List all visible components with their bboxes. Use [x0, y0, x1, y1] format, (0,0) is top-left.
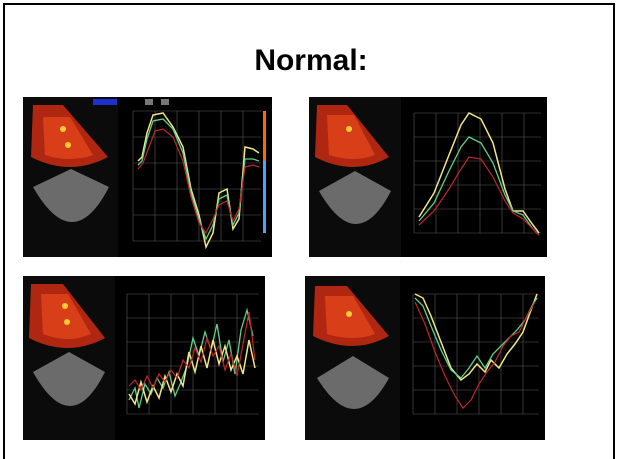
- strain-chart-bottom-right: [305, 276, 545, 440]
- strain-chart-top-right: [309, 97, 547, 257]
- echo-panel-top-left: [23, 97, 272, 257]
- echo-panel-top-right: [309, 97, 547, 257]
- echo-panel-bottom-right: [305, 276, 545, 440]
- echo-panel-bottom-left: [23, 276, 265, 440]
- strain-chart-top-left: [23, 97, 272, 257]
- strain-chart-bottom-left: [23, 276, 265, 440]
- slide-title: Normal:: [254, 44, 368, 77]
- slide-frame: [3, 3, 615, 459]
